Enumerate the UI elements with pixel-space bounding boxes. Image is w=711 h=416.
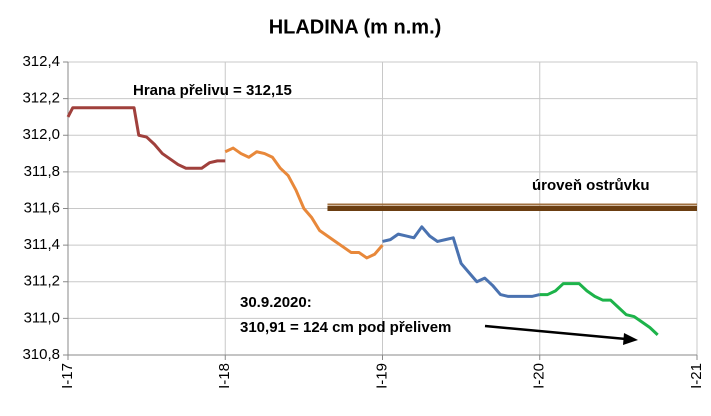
y-tick-label: 311,8 bbox=[24, 163, 60, 180]
annotation: 310,91 = 124 cm pod přelivem bbox=[240, 319, 451, 336]
series-line bbox=[539, 282, 659, 336]
x-tick-label: I-19 bbox=[373, 363, 390, 389]
y-tick-label: 312,2 bbox=[22, 90, 60, 107]
y-tick-label: 311,2 bbox=[24, 273, 60, 290]
arrow bbox=[484, 324, 627, 341]
series-line bbox=[382, 225, 541, 298]
x-tick-label: I-20 bbox=[531, 363, 548, 389]
annotation: 30.9.2020: bbox=[240, 294, 312, 311]
y-tick-label: 310,8 bbox=[22, 346, 60, 363]
series-line bbox=[224, 146, 384, 260]
x-tick-label: I-17 bbox=[59, 363, 76, 389]
arrow-head bbox=[623, 333, 638, 345]
chart-title: HLADINA (m n.m.) bbox=[269, 16, 442, 38]
y-tick-label: 311,0 bbox=[24, 309, 60, 326]
y-tick-label: 312,4 bbox=[22, 53, 60, 70]
island-label: úroveň ostrůvku bbox=[532, 177, 650, 194]
x-tick-label: I-18 bbox=[216, 363, 233, 389]
series-line bbox=[66, 106, 226, 170]
y-tick-label: 312,0 bbox=[22, 126, 60, 143]
x-tick-label: I-21 bbox=[688, 363, 705, 389]
y-tick-label: 311,4 bbox=[24, 236, 60, 253]
annotation: Hrana přelivu = 312,15 bbox=[133, 82, 292, 99]
y-tick-label: 311,6 bbox=[24, 199, 60, 216]
